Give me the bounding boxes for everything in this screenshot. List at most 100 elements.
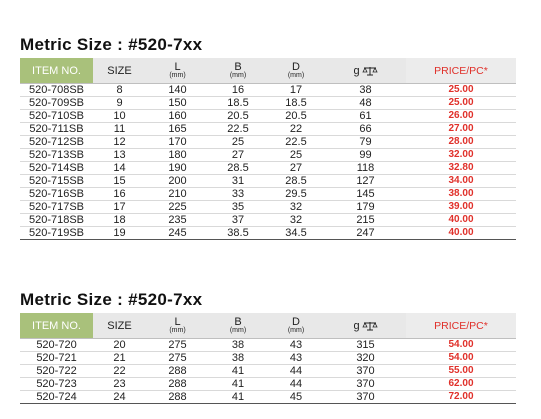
cell-item: 520-708SB — [20, 83, 93, 97]
header-item-no: ITEM NO. — [20, 313, 93, 339]
table-row: 520-722 22 288 41 44 370 55.00 — [20, 364, 516, 378]
header-row: ITEM NO. SIZE L (mm) B (mm) D (mm) g PRICE/… — [20, 58, 516, 84]
cell-item: 520-720 — [20, 338, 93, 352]
cell-b: 38.5 — [209, 226, 267, 240]
table-row: 520-711SB 11 165 22.5 22 66 27.00 — [20, 122, 516, 136]
cell-g: 370 — [325, 390, 406, 404]
header-price: PRICE/PC* — [406, 313, 516, 339]
cell-b: 28.5 — [209, 161, 267, 175]
cell-d: 44 — [267, 377, 325, 391]
cell-d: 22.5 — [267, 135, 325, 149]
table-row: 520-708SB 8 140 16 17 38 25.00 — [20, 83, 516, 97]
cell-l: 150 — [146, 96, 209, 110]
cell-item: 520-715SB — [20, 174, 93, 188]
cell-price: 25.00 — [406, 83, 516, 97]
cell-item: 520-724 — [20, 390, 93, 404]
cell-g: 215 — [325, 213, 406, 227]
size-table: ITEM NO. SIZE L (mm) B (mm) D (mm) g PRICE/… — [20, 313, 516, 404]
cell-d: 32 — [267, 200, 325, 214]
cell-price: 34.00 — [406, 174, 516, 188]
table-row: 520-710SB 10 160 20.5 20.5 61 26.00 — [20, 109, 516, 123]
cell-g: 38 — [325, 83, 406, 97]
cell-size: 14 — [93, 161, 146, 175]
cell-b: 38 — [209, 351, 267, 365]
table-row: 520-720 20 275 38 43 315 54.00 — [20, 338, 516, 352]
section-2: Metric Size : #520-7xx ITEM NO. SIZE L (m… — [20, 290, 516, 404]
cell-size: 12 — [93, 135, 146, 149]
cell-size: 21 — [93, 351, 146, 365]
scale-icon — [361, 66, 378, 76]
cell-b: 35 — [209, 200, 267, 214]
cell-item: 520-710SB — [20, 109, 93, 123]
cell-d: 28.5 — [267, 174, 325, 188]
cell-size: 9 — [93, 96, 146, 110]
cell-l: 190 — [146, 161, 209, 175]
cell-d: 22 — [267, 122, 325, 136]
cell-size: 20 — [93, 338, 146, 352]
cell-g: 179 — [325, 200, 406, 214]
cell-size: 16 — [93, 187, 146, 201]
cell-price: 27.00 — [406, 122, 516, 136]
cell-price: 25.00 — [406, 96, 516, 110]
cell-price: 39.00 — [406, 200, 516, 214]
cell-d: 20.5 — [267, 109, 325, 123]
cell-b: 38 — [209, 338, 267, 352]
cell-l: 275 — [146, 351, 209, 365]
cell-b: 20.5 — [209, 109, 267, 123]
cell-d: 45 — [267, 390, 325, 404]
scale-icon — [361, 321, 378, 331]
cell-price: 26.00 — [406, 109, 516, 123]
header-L: L (mm) — [146, 313, 209, 339]
cell-size: 10 — [93, 109, 146, 123]
cell-l: 288 — [146, 390, 209, 404]
header-D: D (mm) — [267, 58, 325, 84]
cell-item: 520-711SB — [20, 122, 93, 136]
cell-d: 27 — [267, 161, 325, 175]
cell-g: 370 — [325, 377, 406, 391]
cell-g: 118 — [325, 161, 406, 175]
cell-g: 79 — [325, 135, 406, 149]
cell-g: 99 — [325, 148, 406, 162]
header-weight: g — [325, 58, 406, 84]
cell-d: 29.5 — [267, 187, 325, 201]
header-B: B (mm) — [209, 313, 267, 339]
cell-b: 41 — [209, 377, 267, 391]
table-row: 520-723 23 288 41 44 370 62.00 — [20, 377, 516, 391]
cell-d: 44 — [267, 364, 325, 378]
cell-item: 520-722 — [20, 364, 93, 378]
cell-d: 25 — [267, 148, 325, 162]
section-1: Metric Size : #520-7xx ITEM NO. SIZE L (m… — [20, 35, 516, 240]
cell-size: 11 — [93, 122, 146, 136]
cell-g: 48 — [325, 96, 406, 110]
cell-l: 245 — [146, 226, 209, 240]
cell-l: 288 — [146, 364, 209, 378]
table-row: 520-713SB 13 180 27 25 99 32.00 — [20, 148, 516, 162]
cell-price: 38.00 — [406, 187, 516, 201]
cell-b: 27 — [209, 148, 267, 162]
cell-price: 54.00 — [406, 351, 516, 365]
cell-size: 13 — [93, 148, 146, 162]
cell-g: 61 — [325, 109, 406, 123]
cell-d: 43 — [267, 338, 325, 352]
section-title: Metric Size : #520-7xx — [20, 290, 203, 309]
cell-g: 320 — [325, 351, 406, 365]
cell-b: 31 — [209, 174, 267, 188]
cell-size: 23 — [93, 377, 146, 391]
table-row: 520-724 24 288 41 45 370 72.00 — [20, 390, 516, 404]
cell-l: 288 — [146, 377, 209, 391]
cell-b: 16 — [209, 83, 267, 97]
header-item-no: ITEM NO. — [20, 58, 93, 84]
cell-size: 18 — [93, 213, 146, 227]
cell-item: 520-709SB — [20, 96, 93, 110]
cell-l: 225 — [146, 200, 209, 214]
cell-price: 62.00 — [406, 377, 516, 391]
cell-b: 37 — [209, 213, 267, 227]
header-weight: g — [325, 313, 406, 339]
cell-g: 370 — [325, 364, 406, 378]
header-L: L (mm) — [146, 58, 209, 84]
cell-d: 17 — [267, 83, 325, 97]
cell-size: 17 — [93, 200, 146, 214]
cell-g: 127 — [325, 174, 406, 188]
cell-g: 66 — [325, 122, 406, 136]
cell-l: 275 — [146, 338, 209, 352]
